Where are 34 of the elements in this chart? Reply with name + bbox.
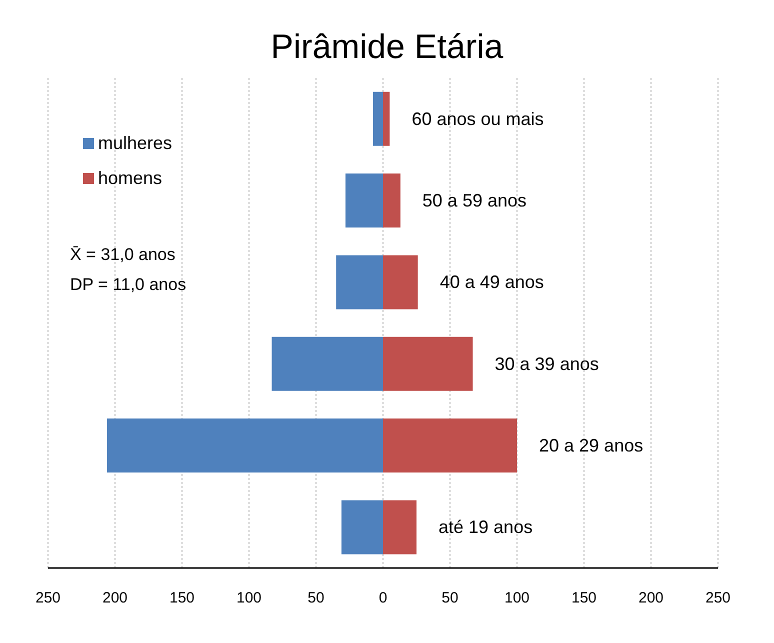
legend-label: mulheres bbox=[98, 133, 172, 154]
x-tick-label: 150 bbox=[571, 590, 597, 607]
x-tick-label: 200 bbox=[102, 590, 128, 607]
x-tick-label: 250 bbox=[705, 590, 731, 607]
bar bbox=[383, 92, 390, 146]
chart-title: Pirâmide Etária bbox=[270, 27, 504, 68]
bar bbox=[345, 174, 383, 228]
y-tick-label: 40 a 49 anos bbox=[440, 272, 544, 292]
bar bbox=[372, 92, 383, 146]
y-tick-label: 60 anos ou mais bbox=[412, 108, 544, 129]
x-tick-label: 50 bbox=[442, 590, 458, 607]
bar bbox=[383, 418, 517, 473]
bar bbox=[383, 500, 416, 554]
legend-label: homens bbox=[98, 168, 162, 189]
x-tick-label: 200 bbox=[638, 590, 664, 607]
bar bbox=[383, 174, 400, 228]
bar bbox=[106, 418, 383, 473]
y-tick-label: 50 a 59 anos bbox=[422, 190, 527, 211]
x-tick-label: 150 bbox=[169, 590, 195, 607]
annotation: DP = 11,0 anos bbox=[70, 274, 186, 296]
x-tick-label: 100 bbox=[504, 590, 530, 607]
bar bbox=[383, 255, 418, 310]
bar bbox=[341, 500, 383, 554]
y-tick-label: até 19 anos bbox=[438, 517, 533, 538]
annotation: X̄ = 31,0 anos bbox=[70, 244, 176, 266]
bar bbox=[272, 336, 383, 391]
x-tick-label: 50 bbox=[308, 590, 324, 607]
x-tick-label: 0 bbox=[378, 590, 388, 607]
x-tick-label: 100 bbox=[236, 590, 262, 607]
bar bbox=[336, 255, 383, 310]
y-tick-label: 20 a 29 anos bbox=[539, 436, 644, 456]
x-tick-label: 250 bbox=[35, 590, 61, 607]
y-tick-label: 30 a 39 anos bbox=[494, 354, 599, 374]
bar bbox=[383, 336, 473, 391]
